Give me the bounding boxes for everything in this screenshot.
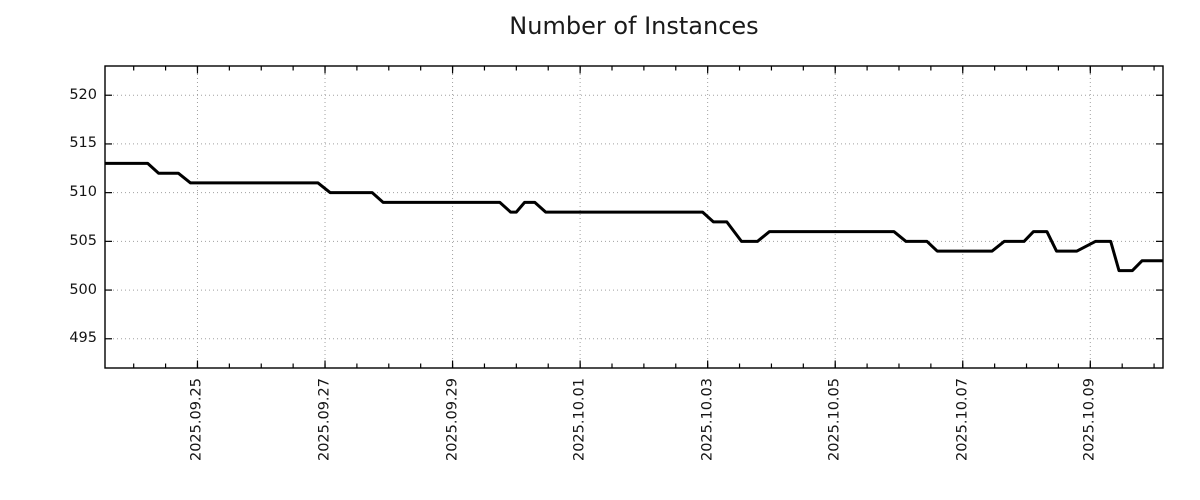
data-line	[105, 161, 1163, 273]
x-tick-label: 2025.10.07	[954, 378, 971, 462]
y-tick-label: 500	[69, 281, 97, 298]
y-tick-label: 510	[69, 184, 97, 201]
y-tick-label: 495	[69, 330, 97, 347]
x-tick-label: 2025.09.27	[316, 378, 333, 462]
chart-title: Number of Instances	[509, 12, 759, 40]
x-tick-label: 2025.09.29	[444, 378, 461, 462]
x-tick-label: 2025.10.03	[699, 378, 716, 462]
plot-border	[104, 65, 1164, 369]
x-tick-label: 2025.10.09	[1081, 378, 1098, 462]
x-tick-label: 2025.09.25	[188, 378, 205, 462]
y-tick-label: 505	[69, 232, 97, 249]
y-tick-label: 520	[69, 86, 97, 103]
x-tick-label: 2025.10.05	[826, 378, 843, 462]
y-tick-label: 515	[69, 135, 97, 152]
x-tick-label: 2025.10.01	[571, 378, 588, 462]
